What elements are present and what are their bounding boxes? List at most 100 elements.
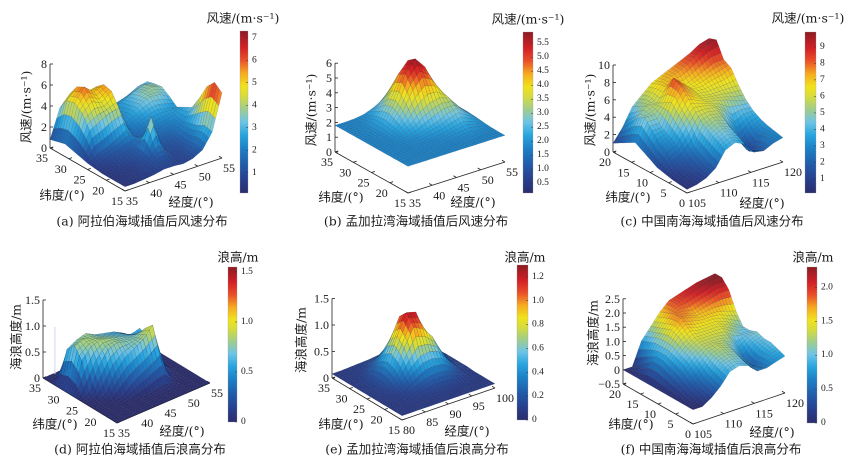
panel-caption: (e) 孟加拉湾海域插值后浪高分布 [325,442,509,457]
lon-axis-label: 经度/(°) [739,196,784,211]
lon-axis-label: 经度/(°) [168,195,213,210]
surface-cell [180,160,187,164]
z-tick-label: 1.5 [314,292,329,306]
z-axis-label: 风速/(m·s⁻¹) [304,74,319,147]
colorbar-title: 浪高/m [217,250,258,265]
lon-tick-label: 95 [473,399,485,413]
z-tick-label: 0.5 [314,345,329,359]
colorbar-tick-label: 0.8 [532,320,544,330]
colorbar-gradient [239,30,249,194]
lat-tick-mark [668,181,672,184]
lon-tick-label: 120 [784,165,802,179]
colorbar-tick-label: 1 [252,168,257,178]
lat-tick-label: 15 [627,397,639,411]
lat-tick-label: 5 [668,417,674,431]
lat-axis-label: 纬度/(°) [39,188,84,203]
lat-tick-mark [686,191,691,194]
lat-tick-label: 35 [318,381,330,395]
z-tick-label: 6 [41,78,47,92]
lat-tick-mark [124,189,129,192]
surface [612,38,784,190]
lat-tick-label: 30 [336,392,348,406]
lat-tick-mark [371,171,375,173]
lon-tick-mark [779,159,784,163]
lon-tick-label: 50 [482,173,494,187]
lat-tick-label: 25 [353,402,365,416]
z-tick-label: 6 [604,93,610,107]
colorbar-tick-label: 4 [820,124,825,134]
lon-tick-mark [194,164,198,167]
colorbar-tick-label: 5.5 [537,38,549,48]
lon-tick-mark [404,190,409,194]
lat-tick-label: 25 [66,404,78,418]
colorbar-tick-label: 0.6 [532,343,544,353]
z-tick-label: 0 [614,363,620,377]
lon-tick-label: 120 [786,396,804,410]
lon-tick-mark [170,172,174,175]
panel-caption: (d) 阿拉伯海域插值后浪高分布 [54,442,226,457]
colorbar-tick-label: 2 [252,145,257,155]
colorbar-tick-label: 2.5 [537,122,549,132]
lon-tick-mark [398,417,403,421]
colorbar-tick-label: 4.5 [537,66,549,76]
surface-cell [183,158,190,163]
lat-tick-label: 15 [388,423,400,437]
lon-tick-mark [501,159,506,163]
z-tick-label: 5 [326,71,332,85]
z-tick-label: 6 [326,56,332,70]
lon-tick-label: 100 [496,391,514,405]
z-axis-label: 风速/(m·s⁻¹) [583,74,598,147]
lat-tick-label: 0 [679,196,685,210]
colorbar-tick-label: 2 [820,157,825,167]
z-axis-label: 海浪高度/m [9,304,24,370]
lon-tick-mark [477,167,481,171]
lon-tick-mark [491,385,496,389]
colorbar: 00.51.01.5浪高/m [217,250,258,428]
lat-tick-label: 30 [339,165,351,179]
lat-tick-mark [106,178,110,181]
lat-tick-mark [631,160,635,163]
lat-tick-mark [49,146,54,149]
lon-tick-label: 40 [141,416,153,430]
z-tick-label: 4 [604,110,610,124]
lat-tick-mark [87,167,91,170]
lat-tick-label: 25 [358,176,370,190]
lon-axis-label: 经度/(°) [450,195,495,210]
lon-tick-label: 55 [506,165,518,179]
colorbar-tick-label: 5.0 [537,52,549,62]
colorbar-title: 风速/(m·s⁻¹) [492,12,565,27]
lon-tick-label: 40 [150,186,162,200]
lon-tick-mark [683,190,688,194]
colorbar-gradient [804,31,817,194]
z-tick-label: 0.5 [25,345,40,359]
colorbar-tick-label: 4.0 [537,80,549,90]
lon-tick-label: 115 [755,406,773,420]
z-tick-label: 4 [41,99,47,113]
lat-tick-mark [692,422,697,425]
lon-tick-mark [218,155,223,159]
colorbar-tick-label: 7 [820,75,825,85]
z-tick-label: 2 [604,128,610,142]
colorbar-tick-label: 1.0 [241,317,253,327]
colorbar-tick-label: 1.2 [532,272,544,282]
colorbar-tick-label: 2.0 [537,136,549,146]
colorbar-tick-label: 0.5 [537,178,549,188]
lat-tick-label: 20 [376,186,388,200]
lon-tick-mark [689,421,694,425]
surface-cell [212,102,219,120]
lon-tick-label: 105 [688,196,706,210]
lat-axis-label: 纬度/(°) [605,190,650,205]
lat-tick-label: 25 [74,173,86,187]
lat-tick-label: 15 [618,165,630,179]
colorbar-tick-label: 3.0 [537,108,549,118]
lat-tick-label: 35 [321,155,333,169]
colorbar-gradient [227,266,238,423]
lat-tick-mark [640,392,644,395]
lat-tick-label: 15 [103,426,115,440]
lat-tick-label: 30 [55,162,67,176]
lat-tick-mark [649,171,654,173]
